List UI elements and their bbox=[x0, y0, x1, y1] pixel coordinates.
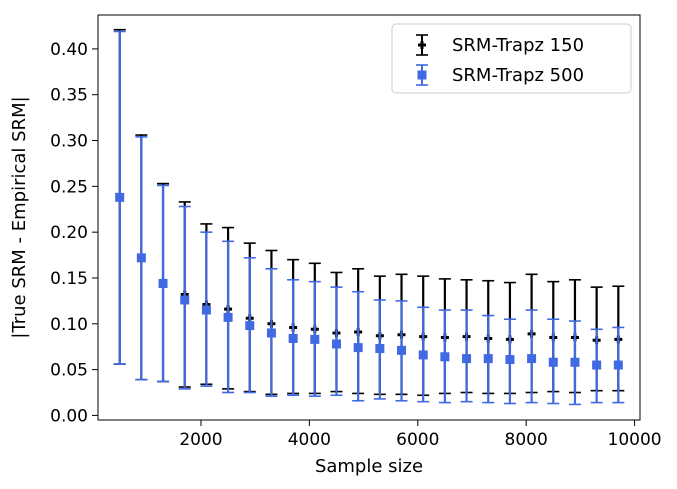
data-point bbox=[548, 357, 558, 367]
data-point bbox=[505, 355, 515, 365]
data-point bbox=[613, 360, 623, 370]
data-point bbox=[180, 295, 190, 305]
x-tick-label: 6000 bbox=[396, 430, 439, 450]
data-point bbox=[201, 305, 211, 315]
data-point bbox=[266, 328, 276, 338]
data-point bbox=[223, 312, 233, 322]
data-point bbox=[136, 253, 146, 263]
legend-item: SRM-Trapz 150 bbox=[416, 34, 584, 56]
data-point bbox=[592, 360, 602, 370]
data-point bbox=[483, 354, 493, 364]
data-point bbox=[397, 345, 407, 355]
data-point bbox=[288, 333, 298, 343]
x-tick-label: 8000 bbox=[505, 430, 548, 450]
y-tick-label: 0.30 bbox=[50, 132, 88, 152]
legend-box bbox=[391, 23, 632, 94]
data-point bbox=[570, 357, 580, 367]
legend-item: SRM-Trapz 500 bbox=[416, 64, 584, 86]
x-tick-label: 4000 bbox=[288, 430, 331, 450]
data-point bbox=[310, 334, 320, 344]
data-point bbox=[418, 41, 426, 49]
y-tick-label: 0.10 bbox=[50, 315, 88, 335]
legend-label: SRM-Trapz 150 bbox=[452, 35, 584, 56]
y-tick-label: 0.25 bbox=[50, 177, 88, 197]
y-tick-label: 0.40 bbox=[50, 40, 88, 60]
data-point bbox=[417, 70, 427, 80]
x-tick-label: 2000 bbox=[179, 430, 222, 450]
data-point bbox=[331, 339, 341, 349]
data-point bbox=[418, 350, 428, 360]
y-tick-label: 0.15 bbox=[50, 269, 88, 289]
data-point bbox=[158, 278, 168, 288]
x-axis-label: Sample size bbox=[315, 456, 423, 477]
legend-label: SRM-Trapz 500 bbox=[452, 65, 584, 86]
x-tick-label: 10000 bbox=[608, 430, 662, 450]
legend: SRM-Trapz 150 SRM-Trapz 500 bbox=[391, 23, 632, 94]
data-point bbox=[245, 321, 255, 331]
y-tick-label: 0.20 bbox=[50, 223, 88, 243]
plot-marks bbox=[113, 28, 625, 406]
series-2 bbox=[113, 30, 625, 406]
y-axis-label: |True SRM - Empirical SRM| bbox=[9, 96, 30, 338]
y-tick-label: 0.35 bbox=[50, 86, 88, 106]
data-point bbox=[462, 354, 472, 364]
x-axis: 2000 4000 6000 8000 10000 bbox=[179, 420, 662, 450]
data-point bbox=[527, 354, 537, 364]
data-point bbox=[115, 192, 125, 202]
y-axis: 0.00 0.05 0.10 0.15 0.20 0.25 0.30 0.35 0.40 bbox=[50, 40, 98, 426]
data-point bbox=[375, 344, 385, 354]
plot-frame bbox=[97, 14, 641, 421]
y-tick-label: 0.00 bbox=[50, 406, 88, 426]
data-point bbox=[440, 352, 450, 362]
y-tick-label: 0.05 bbox=[50, 361, 88, 381]
data-point bbox=[353, 343, 363, 353]
